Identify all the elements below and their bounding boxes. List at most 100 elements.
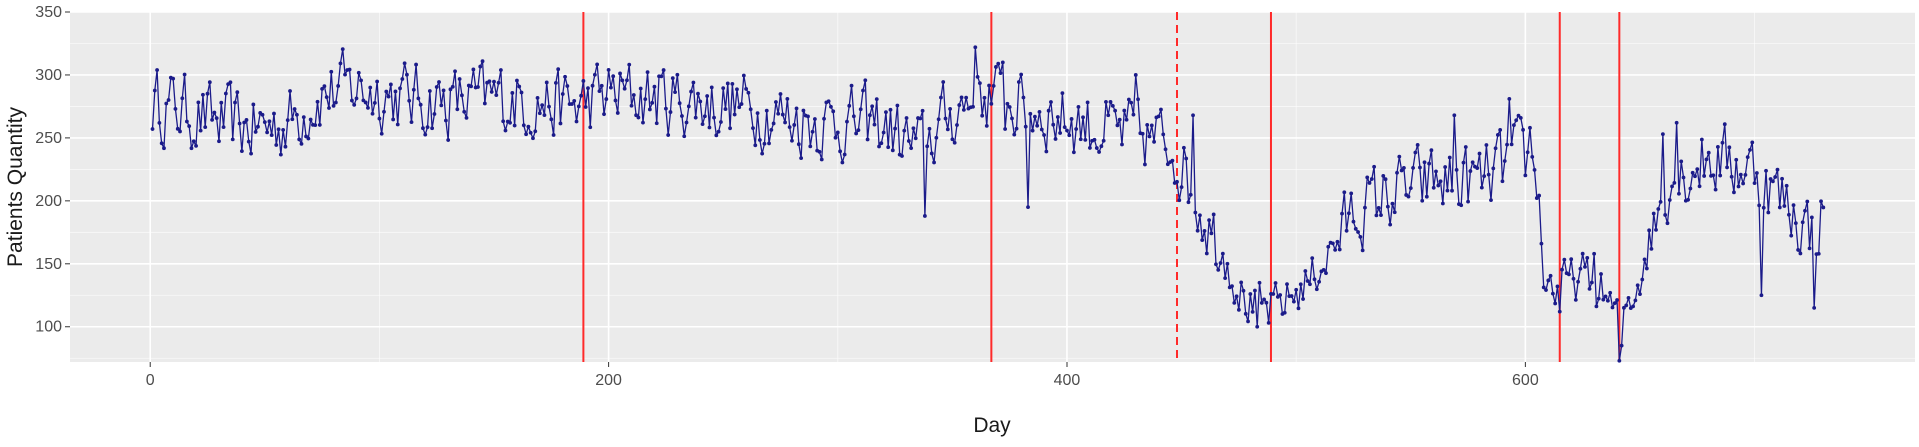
data-point xyxy=(767,141,771,146)
data-point xyxy=(1495,132,1500,137)
data-point xyxy=(1571,276,1576,281)
data-point xyxy=(796,142,801,147)
data-point xyxy=(1207,218,1211,223)
data-point xyxy=(1285,282,1289,286)
data-point xyxy=(347,67,352,72)
data-point xyxy=(1257,280,1262,285)
data-point xyxy=(437,80,441,84)
data-point xyxy=(494,93,499,97)
data-point xyxy=(230,137,235,142)
data-point xyxy=(1791,203,1796,208)
data-point xyxy=(625,78,629,83)
data-point xyxy=(1346,211,1351,216)
data-point xyxy=(1298,282,1303,287)
data-point xyxy=(913,136,918,141)
data-point xyxy=(1548,273,1553,278)
data-point xyxy=(1065,128,1069,133)
data-point xyxy=(1807,246,1812,251)
data-point xyxy=(478,64,483,69)
data-point xyxy=(297,137,302,142)
data-point xyxy=(423,132,428,137)
data-point xyxy=(363,100,368,105)
data-point xyxy=(1702,174,1707,178)
data-point xyxy=(515,78,519,83)
data-point xyxy=(331,103,336,108)
data-point xyxy=(1349,191,1354,196)
data-point xyxy=(680,114,684,118)
data-point xyxy=(1115,123,1120,128)
data-point xyxy=(1713,187,1718,192)
data-point xyxy=(1505,142,1509,147)
data-point xyxy=(714,133,719,138)
data-point xyxy=(1793,221,1798,225)
data-point xyxy=(806,114,810,119)
data-point xyxy=(553,80,558,85)
data-point xyxy=(572,99,577,103)
data-point xyxy=(1732,190,1736,195)
data-point xyxy=(1120,142,1124,147)
data-point xyxy=(441,88,446,93)
data-point xyxy=(1003,127,1008,131)
data-point xyxy=(980,113,985,118)
data-point xyxy=(375,79,380,84)
data-point xyxy=(1688,186,1693,191)
data-point xyxy=(877,144,881,149)
data-point xyxy=(1459,203,1464,208)
data-point xyxy=(1429,148,1434,153)
data-point xyxy=(1424,194,1429,199)
data-point xyxy=(1759,293,1764,298)
data-point xyxy=(1486,172,1491,177)
data-point xyxy=(959,95,964,100)
data-point xyxy=(1583,264,1587,269)
data-point xyxy=(1777,205,1782,210)
data-point xyxy=(393,89,398,94)
data-point xyxy=(1356,230,1360,234)
data-point xyxy=(1525,150,1530,155)
data-point xyxy=(641,120,645,125)
data-point xyxy=(1110,103,1115,108)
data-point xyxy=(269,133,274,138)
data-point xyxy=(1211,212,1216,217)
data-point xyxy=(698,99,703,104)
data-point xyxy=(1369,177,1374,181)
data-point xyxy=(1074,127,1079,131)
data-point xyxy=(150,127,155,131)
data-point xyxy=(620,78,625,83)
marker-layer xyxy=(150,45,1826,363)
data-point xyxy=(1787,212,1791,217)
data-point xyxy=(574,119,579,124)
data-point xyxy=(865,137,870,142)
data-point xyxy=(1365,175,1370,180)
data-point xyxy=(1305,279,1310,283)
data-point xyxy=(838,149,842,154)
data-point xyxy=(306,136,311,141)
data-point xyxy=(219,100,224,105)
data-point xyxy=(162,146,166,151)
data-point xyxy=(246,139,251,144)
data-point xyxy=(242,120,247,125)
y-tick-label: 350 xyxy=(35,4,62,21)
data-point xyxy=(833,135,838,140)
data-point xyxy=(233,100,237,105)
data-point xyxy=(1725,165,1729,170)
data-point xyxy=(590,83,595,88)
data-point xyxy=(471,67,476,72)
data-point xyxy=(1253,288,1257,293)
data-point xyxy=(925,144,930,149)
data-point xyxy=(1539,241,1544,246)
data-point xyxy=(299,141,304,146)
data-point xyxy=(1447,155,1452,160)
data-point xyxy=(700,122,705,127)
data-point xyxy=(1406,194,1411,199)
data-point xyxy=(602,112,606,117)
data-point xyxy=(1445,188,1450,193)
data-point xyxy=(991,84,996,88)
data-point xyxy=(746,90,751,95)
data-point xyxy=(157,120,162,125)
data-point xyxy=(939,95,943,100)
data-point xyxy=(1033,114,1037,119)
data-point xyxy=(1324,271,1328,276)
data-point xyxy=(1663,213,1668,217)
